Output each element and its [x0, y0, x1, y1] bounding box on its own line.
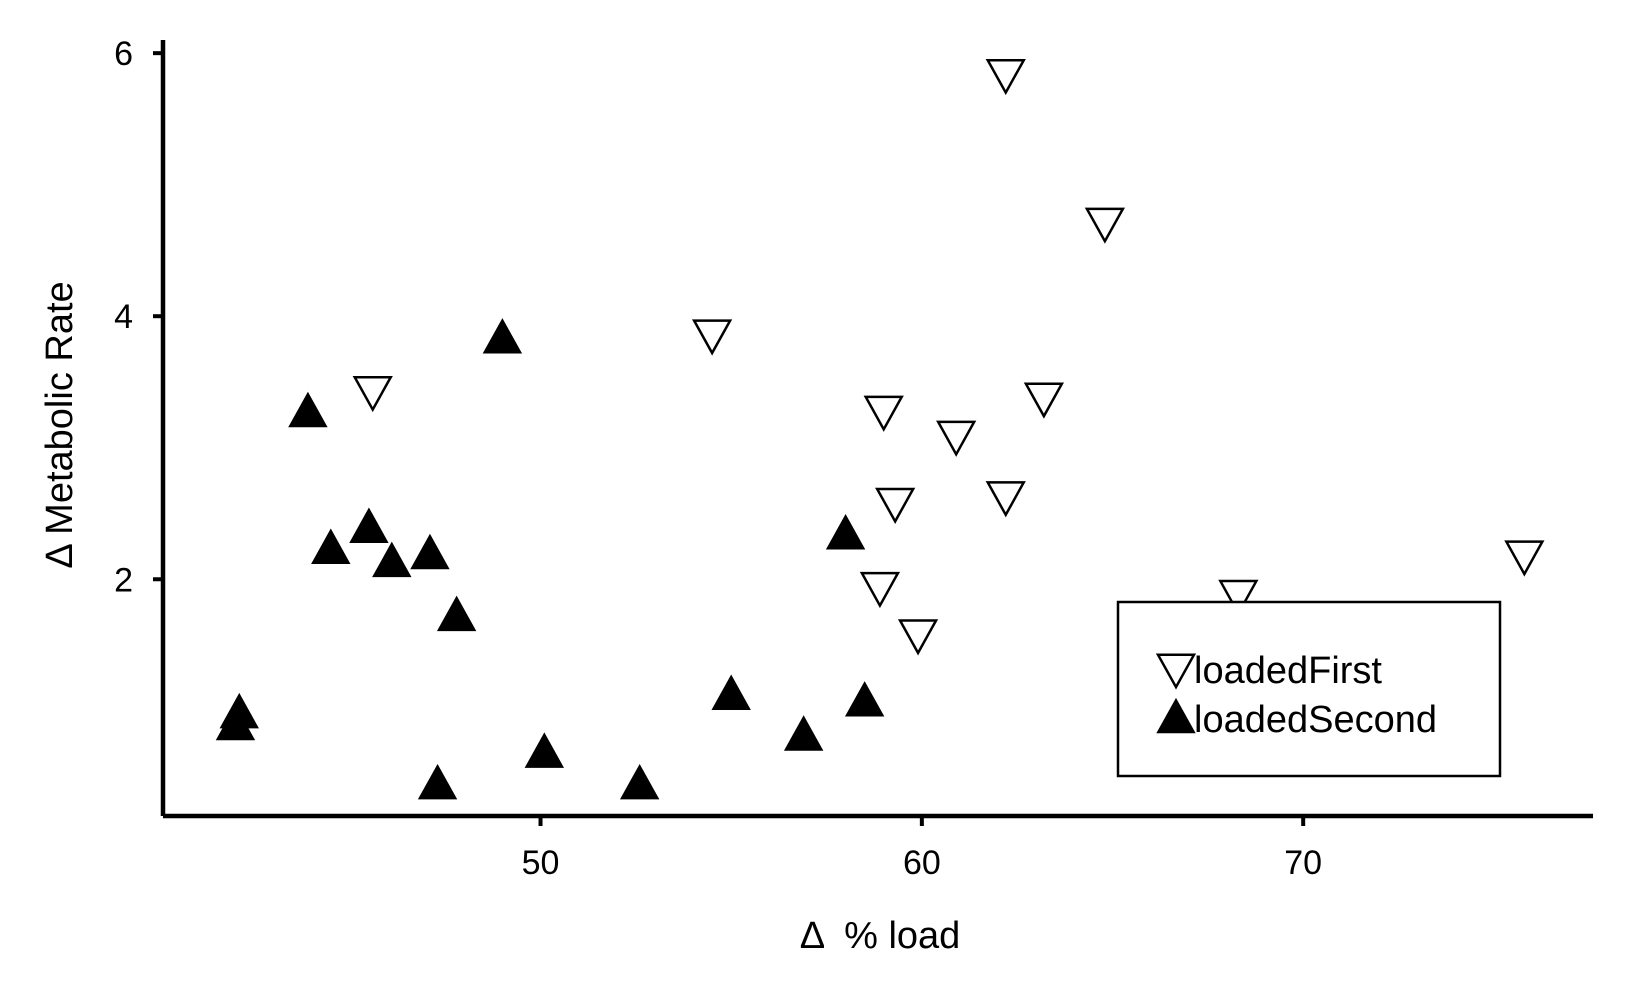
point-loadedFirst: [859, 571, 901, 609]
axes: 50 60 70 2 4 6: [114, 35, 1593, 882]
legend-label-loadedSecond: loadedSecond: [1194, 699, 1437, 741]
point-loadedFirst: [352, 375, 393, 413]
y-tick-label: 6: [114, 35, 133, 73]
point-loadedFirst: [985, 481, 1026, 518]
point-loadedSecond: [619, 763, 660, 800]
point-loadedFirst: [863, 395, 904, 432]
series-loadedFirst: [352, 58, 1545, 656]
legend-marker-loadedSecond: [1156, 697, 1196, 734]
legend: loadedFirst loadedSecond: [1116, 600, 1502, 778]
series-loadedSecond: [215, 318, 885, 800]
x-axis-ticks: 50 60 70: [522, 816, 1322, 882]
y-tick-label: 4: [114, 298, 133, 336]
legend-box: [1116, 600, 1502, 778]
point-loadedSecond: [288, 391, 328, 428]
point-loadedFirst: [691, 319, 733, 356]
point-loadedSecond: [825, 514, 866, 550]
y-tick-label: 2: [114, 561, 133, 599]
x-tick-label: 70: [1284, 844, 1322, 882]
point-loadedSecond: [783, 715, 824, 751]
data-points: [215, 58, 1545, 800]
point-loadedSecond: [349, 507, 389, 543]
point-loadedFirst: [897, 619, 939, 656]
point-loadedSecond: [410, 533, 450, 570]
legend-marker-loadedFirst: [1155, 653, 1197, 690]
point-loadedFirst: [875, 487, 916, 524]
x-axis-title: Δ % load: [800, 915, 961, 957]
point-loadedFirst: [985, 58, 1026, 96]
point-loadedFirst: [1218, 579, 1259, 617]
point-loadedSecond: [482, 318, 523, 354]
point-loadedSecond: [436, 595, 477, 632]
y-axis-ticks: 2 4 6: [114, 35, 163, 599]
point-loadedSecond: [844, 681, 885, 717]
point-loadedSecond: [417, 763, 458, 800]
point-loadedSecond: [711, 674, 751, 710]
x-tick-label: 50: [522, 844, 560, 882]
point-loadedSecond: [372, 541, 412, 578]
point-loadedSecond: [219, 692, 259, 729]
x-tick-label: 60: [903, 844, 941, 882]
point-loadedSecond: [311, 528, 351, 564]
point-loadedFirst: [1504, 540, 1545, 577]
legend-label-loadedFirst: loadedFirst: [1194, 650, 1382, 692]
point-loadedFirst: [1084, 207, 1126, 244]
point-loadedFirst: [1023, 382, 1065, 419]
point-loadedFirst: [936, 420, 977, 457]
y-axis-title: Δ Metabolic Rate: [39, 281, 81, 568]
point-loadedSecond: [524, 732, 565, 768]
